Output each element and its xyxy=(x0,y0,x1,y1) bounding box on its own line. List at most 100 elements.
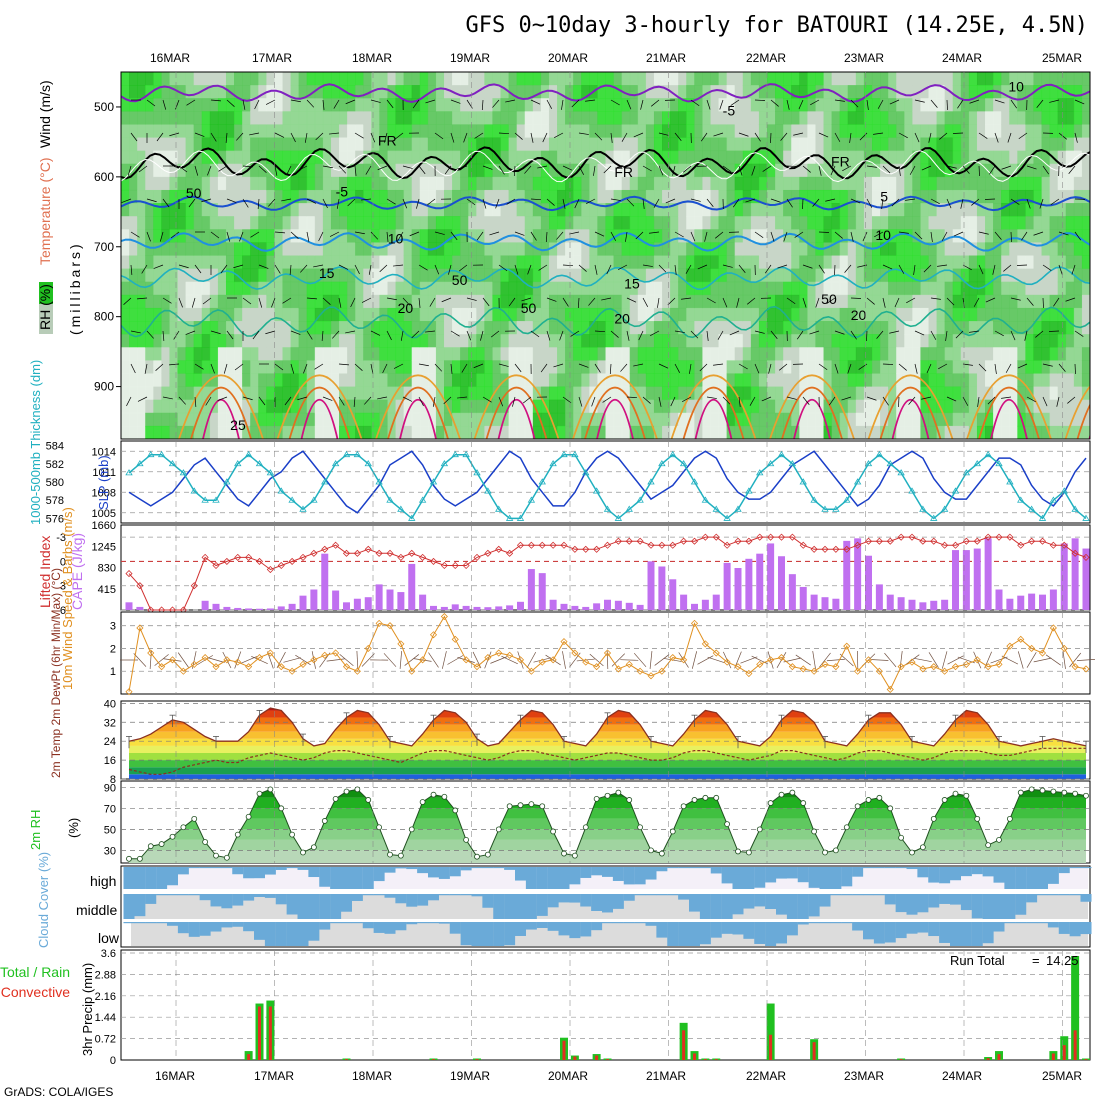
rh-cell xyxy=(185,111,195,125)
rh-cell xyxy=(476,150,485,165)
rh-cell xyxy=(605,203,615,217)
rh-point xyxy=(300,849,306,856)
rh-cell xyxy=(137,412,146,427)
wind-barb xyxy=(962,264,972,271)
rh-cell xyxy=(484,203,493,217)
thickness-point xyxy=(875,450,884,458)
wind-barb xyxy=(217,396,228,401)
rh-cell xyxy=(1017,229,1026,243)
wind-barb xyxy=(704,231,708,242)
rh-cell xyxy=(137,72,146,86)
rh-cell xyxy=(314,386,324,401)
rh-cell xyxy=(403,98,413,112)
rh-cell xyxy=(314,72,324,86)
rh-cell xyxy=(993,399,1002,414)
rh-cell xyxy=(888,203,897,217)
cloud-bar xyxy=(580,867,592,878)
rh-cell xyxy=(1065,98,1075,112)
rh-cell xyxy=(637,72,647,86)
rh-cell xyxy=(896,425,905,439)
rh-cell xyxy=(387,281,397,296)
cloud-bar xyxy=(373,922,385,933)
rh-cell xyxy=(952,334,962,348)
rh-cell xyxy=(557,216,566,230)
rh-cell xyxy=(678,242,687,256)
li-point xyxy=(625,537,633,545)
rh-cell xyxy=(290,242,300,256)
warm-contour xyxy=(990,399,1028,439)
rh-cell xyxy=(347,98,356,112)
rh-cell xyxy=(710,412,720,427)
rh-cell xyxy=(217,189,227,204)
rh-cell xyxy=(234,72,243,86)
rh-cell xyxy=(960,255,970,270)
rh-cell xyxy=(347,124,356,139)
rh-cell xyxy=(767,111,776,125)
rh-cell xyxy=(314,294,324,309)
rh-cell xyxy=(670,268,679,283)
rh-cell xyxy=(548,229,558,243)
rh-cell xyxy=(242,307,251,322)
wind-barb xyxy=(658,264,667,273)
rh-cell xyxy=(1073,347,1083,361)
rh-cell xyxy=(201,163,211,178)
rh-cell xyxy=(516,72,526,86)
rh-cell xyxy=(565,360,574,374)
rh-cell xyxy=(306,307,316,322)
cape-bar xyxy=(560,603,568,610)
wind-barb xyxy=(626,297,637,303)
rh-cell xyxy=(653,307,663,322)
rh-cell xyxy=(435,373,445,388)
rh-cell xyxy=(339,111,348,125)
rh-cell xyxy=(217,163,227,178)
rh-cell xyxy=(250,203,259,217)
wind-barb xyxy=(593,165,596,176)
rh-cell xyxy=(815,229,825,243)
rh-cell xyxy=(557,176,566,191)
rh-cell xyxy=(670,399,679,414)
rh-cell xyxy=(896,321,905,335)
li-point xyxy=(527,541,535,549)
rh-cell xyxy=(985,98,994,112)
rh-cell xyxy=(678,163,687,178)
wind-barb xyxy=(571,99,580,108)
rh-cell xyxy=(169,294,179,309)
rh-cell xyxy=(742,163,752,178)
wind-barb xyxy=(866,297,875,305)
rh-cell xyxy=(888,150,897,165)
warm-contour xyxy=(978,386,1040,439)
wind-barb xyxy=(658,396,662,407)
rh-cell xyxy=(339,216,348,230)
thickness-tick-label: 584 xyxy=(46,441,64,453)
rh-cell xyxy=(379,425,388,439)
rh-cell xyxy=(290,294,300,309)
temp-tick-label: 16 xyxy=(104,755,116,767)
cloud-bar xyxy=(678,922,690,946)
rh-cell xyxy=(234,334,243,348)
rh-cell xyxy=(694,163,703,178)
rh-cell xyxy=(185,229,195,243)
wind-speed-point xyxy=(299,660,307,668)
rh-cell xyxy=(734,98,744,112)
rh-cell xyxy=(742,216,752,230)
rh-cell xyxy=(823,242,833,256)
wind-barb xyxy=(514,132,523,140)
rh-cell xyxy=(411,425,421,439)
rh-cell xyxy=(201,111,211,125)
rh-cell xyxy=(274,268,283,283)
rh-cell xyxy=(621,347,631,361)
rh-cell xyxy=(670,111,679,125)
rh-cell xyxy=(742,72,752,86)
cloud-bar xyxy=(928,894,940,908)
rh-cell xyxy=(177,229,187,243)
wind-barb xyxy=(498,396,504,407)
rh-cell xyxy=(726,176,736,191)
rh-cell xyxy=(742,189,752,204)
rh-cell xyxy=(468,425,477,439)
wind-speed-point xyxy=(756,660,764,668)
rh-cell xyxy=(557,229,566,243)
rh-cell xyxy=(403,373,413,388)
rh-cell xyxy=(936,307,946,322)
rh-cell xyxy=(888,189,897,204)
rh-cell xyxy=(532,425,542,439)
